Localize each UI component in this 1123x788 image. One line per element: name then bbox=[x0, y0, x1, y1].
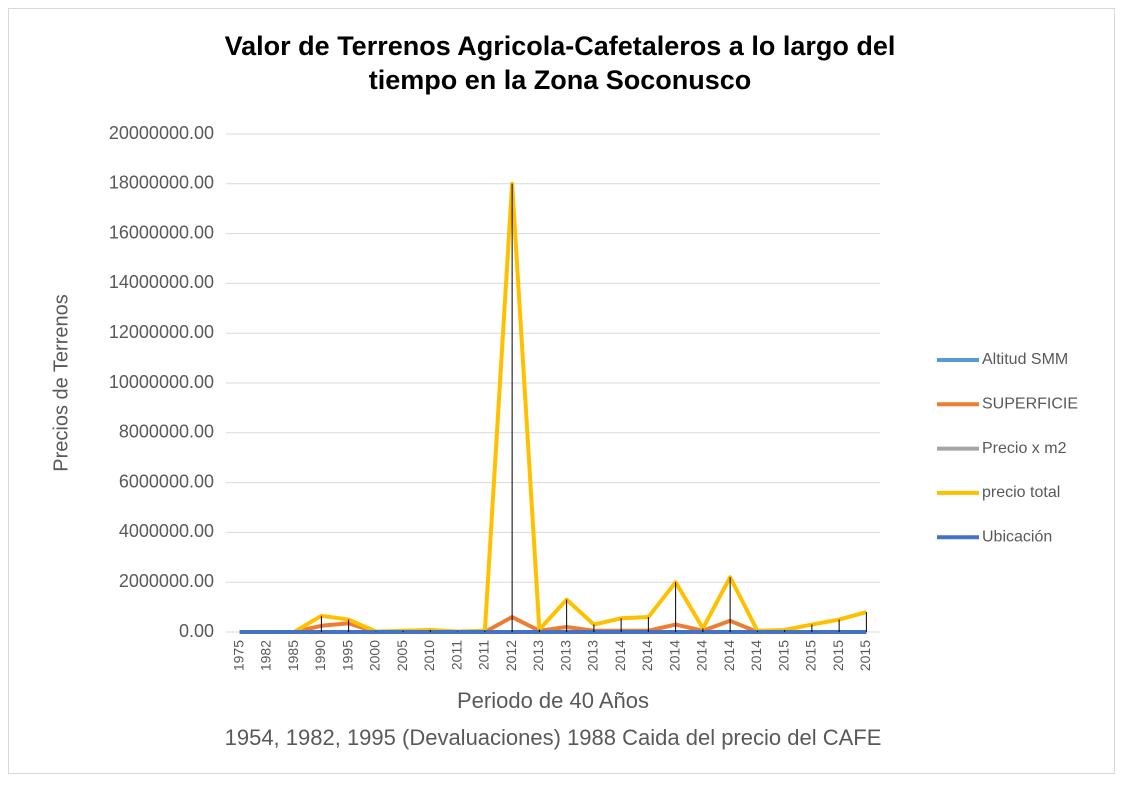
y-tick-label: 6000000.00 bbox=[119, 471, 214, 491]
y-tick-label: 14000000.00 bbox=[109, 272, 214, 292]
legend-label: precio total bbox=[982, 484, 1060, 501]
x-tick-label: 2010 bbox=[421, 640, 437, 671]
x-tick-label: 2005 bbox=[394, 640, 410, 671]
y-tick-label: 4000000.00 bbox=[119, 521, 214, 541]
x-tick-label: 1995 bbox=[339, 640, 355, 671]
x-tick-label: 2013 bbox=[530, 640, 546, 671]
x-tick-label: 2014 bbox=[694, 640, 710, 671]
legend-label: SUPERFICIE bbox=[982, 396, 1078, 413]
x-tick-label: 2013 bbox=[585, 640, 601, 671]
annotation: 1954, 1982, 1995 (Devaluaciones) 1988 Ca… bbox=[225, 725, 882, 750]
x-tick-label: 2014 bbox=[666, 640, 682, 671]
x-tick-label: 2014 bbox=[721, 640, 737, 671]
legend-label: Altitud SMM bbox=[982, 351, 1068, 368]
y-tick-label: 16000000.00 bbox=[109, 222, 214, 242]
x-tick-label: 1982 bbox=[258, 640, 274, 671]
y-tick-label: 10000000.00 bbox=[109, 372, 214, 392]
legend-label: Precio x m2 bbox=[982, 440, 1067, 457]
y-axis-label: Precios de Terrenos bbox=[50, 294, 72, 472]
x-tick-label: 2015 bbox=[857, 640, 873, 671]
x-tick-label: 2000 bbox=[367, 640, 383, 671]
x-tick-label: 1975 bbox=[230, 640, 246, 671]
chart-border bbox=[8, 8, 1115, 774]
x-tick-label: 2012 bbox=[503, 640, 519, 671]
y-tick-label: 8000000.00 bbox=[119, 422, 214, 442]
x-tick-label: 2015 bbox=[775, 640, 791, 671]
legend-label: Ubicación bbox=[982, 528, 1052, 545]
x-tick-label: 2015 bbox=[803, 640, 819, 671]
y-tick-label: 18000000.00 bbox=[109, 173, 214, 193]
y-tick-label: 12000000.00 bbox=[109, 322, 214, 342]
y-tick-label: 2000000.00 bbox=[119, 571, 214, 591]
y-tick-label: 0.00 bbox=[179, 621, 214, 641]
y-tick-label: 20000000.00 bbox=[109, 123, 214, 143]
x-axis-label: Periodo de 40 Años bbox=[457, 688, 649, 713]
x-tick-label: 2013 bbox=[557, 640, 573, 671]
x-tick-label: 2015 bbox=[830, 640, 846, 671]
x-tick-label: 2014 bbox=[748, 640, 764, 671]
x-tick-label: 2011 bbox=[476, 640, 492, 670]
x-tick-label: 2014 bbox=[612, 640, 628, 671]
x-tick-label: 2014 bbox=[639, 640, 655, 671]
x-tick-label: 1985 bbox=[285, 640, 301, 671]
chart-title: Valor de Terrenos Agricola-Cafetaleros a… bbox=[225, 31, 896, 61]
x-tick-label: 2011 bbox=[448, 640, 464, 670]
chart-title: tiempo en la Zona Soconusco bbox=[369, 65, 752, 95]
x-tick-label: 1990 bbox=[312, 640, 328, 671]
